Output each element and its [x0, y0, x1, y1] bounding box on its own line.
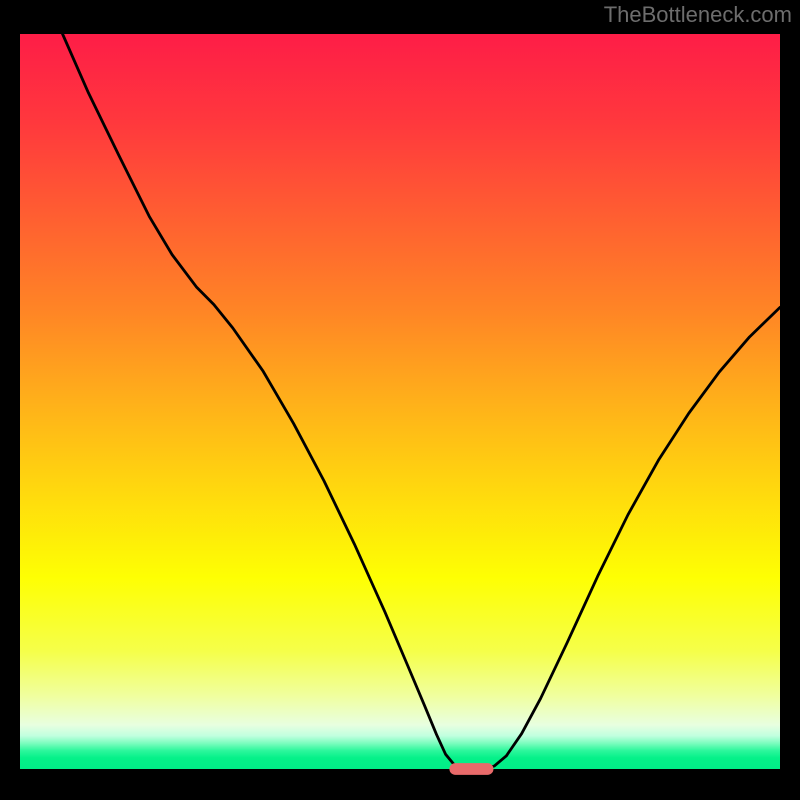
- plot-background: [20, 34, 780, 769]
- chart-svg: [0, 0, 800, 800]
- watermark-text: TheBottleneck.com: [604, 2, 792, 28]
- bottleneck-chart: TheBottleneck.com: [0, 0, 800, 800]
- optimal-marker: [449, 763, 493, 775]
